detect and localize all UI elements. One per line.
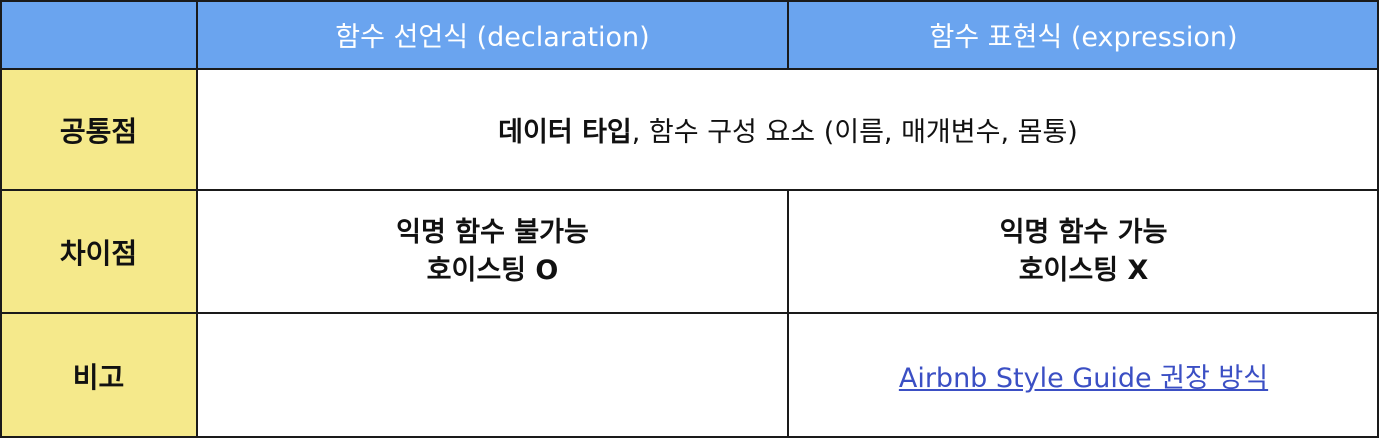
border-row3 xyxy=(0,312,1379,314)
border-row1 xyxy=(0,68,1379,70)
header-corner-cell xyxy=(0,0,197,69)
airbnb-style-guide-link[interactable]: Airbnb Style Guide 권장 방식 xyxy=(898,363,1269,394)
border-bottom xyxy=(0,436,1379,438)
row-label-note: 비고 xyxy=(0,313,197,438)
common-content-cell: 데이터 타입, 함수 구성 요소 (이름, 매개변수, 몸통) xyxy=(197,69,1379,190)
row-label-note-text: 비고 xyxy=(72,360,125,394)
difference-declaration-cell: 익명 함수 불가능 호이스팅 O xyxy=(197,190,788,313)
header-declaration-text: 함수 선언식 (declaration) xyxy=(335,22,650,53)
header-declaration-cell: 함수 선언식 (declaration) xyxy=(197,0,788,69)
difference-expression-cell: 익명 함수 가능 호이스팅 X xyxy=(788,190,1379,313)
row-label-common: 공통점 xyxy=(0,69,197,190)
border-col1 xyxy=(196,0,198,438)
border-col2-header xyxy=(787,0,789,69)
note-declaration-cell xyxy=(197,313,788,438)
common-bold-text: 데이터 타입 xyxy=(498,117,632,148)
note-expression-cell: Airbnb Style Guide 권장 방식 xyxy=(788,313,1379,438)
common-rest-text: , 함수 구성 요소 (이름, 매개변수, 몸통) xyxy=(631,117,1078,148)
border-row2 xyxy=(0,189,1379,191)
header-expression-text: 함수 표현식 (expression) xyxy=(929,22,1238,53)
row-label-difference-text: 차이점 xyxy=(59,236,138,270)
difference-declaration-line2: 호이스팅 O xyxy=(426,254,559,286)
border-col2-body xyxy=(787,190,789,438)
border-top xyxy=(0,0,1379,2)
difference-expression-line1: 익명 함수 가능 xyxy=(999,216,1168,248)
border-left xyxy=(0,0,2,438)
header-expression-cell: 함수 표현식 (expression) xyxy=(788,0,1379,69)
row-label-common-text: 공통점 xyxy=(59,114,138,148)
difference-expression-line2: 호이스팅 X xyxy=(1018,254,1149,286)
border-right xyxy=(1377,0,1379,438)
row-label-difference: 차이점 xyxy=(0,190,197,313)
difference-declaration-line1: 익명 함수 불가능 xyxy=(396,216,589,248)
